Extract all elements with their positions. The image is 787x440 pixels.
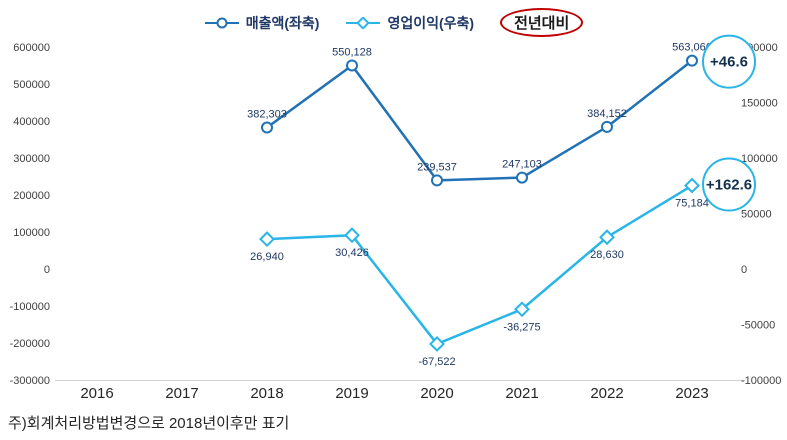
left-axis-tick-label: 0 — [44, 264, 50, 276]
left-axis-tick-label: -200000 — [10, 338, 50, 350]
legend-label-revenue: 매출액(좌축) — [245, 14, 320, 31]
revenue-point-marker — [601, 120, 613, 133]
data-label: 550,128 — [332, 46, 372, 58]
left-axis-tick-label: 200000 — [13, 190, 50, 202]
yoy-annotation-circle — [702, 157, 756, 212]
x-axis-year-label: 2018 — [250, 385, 283, 402]
yoy-annotation-value: +46.6 — [710, 54, 748, 71]
right-axis-tick-label: 0 — [741, 264, 747, 276]
data-label: 75,184 — [675, 198, 709, 210]
legend-label-operating-profit: 영업이익(우축) — [387, 14, 475, 31]
profit-line-diamond-icon — [346, 16, 381, 29]
data-label: 563,066 — [672, 42, 712, 54]
profit-line — [266, 184, 693, 346]
legend-item-operating-profit: 영업이익(우축) — [345, 13, 474, 33]
data-label: 239,537 — [417, 161, 457, 173]
left-axis-tick-label: 100000 — [13, 227, 50, 239]
data-label: -36,275 — [503, 321, 540, 333]
yoy-annotation-value: +162.6 — [706, 177, 752, 194]
profit-point-marker — [684, 177, 700, 194]
legend-item-yoy: 전년대비 — [500, 8, 584, 37]
right-axis-tick-label: 100000 — [741, 153, 778, 165]
x-axis-year-label: 2016 — [80, 385, 113, 402]
data-label: 30,426 — [335, 247, 369, 259]
data-label: -67,522 — [418, 356, 455, 368]
data-label: 384,152 — [587, 108, 627, 120]
revenue-point-marker — [261, 121, 273, 134]
profit-point-marker — [259, 231, 275, 248]
revenue-point-marker — [686, 54, 698, 67]
legend-item-revenue: 매출액(좌축) — [204, 13, 320, 33]
x-axis-year-label: 2020 — [420, 385, 453, 402]
left-axis-tick-label: 500000 — [13, 79, 50, 91]
right-axis-tick-label: 50000 — [741, 209, 772, 221]
x-axis-year-label: 2023 — [675, 385, 708, 402]
x-axis-year-label: 2019 — [335, 385, 368, 402]
right-axis-tick-label: 150000 — [741, 98, 778, 110]
x-axis-year-label: 2021 — [505, 385, 538, 402]
yoy-annotation-circle — [702, 34, 756, 89]
x-axis-year-label: 2017 — [165, 385, 198, 402]
profit-point-marker — [344, 227, 360, 244]
chart-legend: 매출액(좌축) 영업이익(우축) 전년대비 — [0, 8, 787, 37]
right-axis-tick-label: -100000 — [741, 375, 781, 387]
revenue-point-marker — [346, 59, 358, 72]
data-label: 28,630 — [590, 249, 624, 261]
left-axis-tick-label: -100000 — [10, 301, 50, 313]
data-label: 26,940 — [250, 251, 284, 263]
data-label: 247,103 — [502, 159, 542, 171]
left-axis-tick-label: 400000 — [13, 116, 50, 128]
revenue-point-marker — [431, 174, 443, 187]
profit-point-marker — [599, 229, 615, 246]
revenue-line-circle-icon — [204, 17, 239, 28]
data-label: 382,303 — [247, 109, 287, 121]
profit-point-marker — [429, 336, 445, 352]
left-axis-tick-label: -300000 — [10, 375, 50, 387]
x-axis-year-label: 2022 — [590, 385, 623, 402]
chart-footnote: 주)회계처리방법변경으로 2018년이후만 표기 — [8, 415, 290, 432]
left-axis-tick-label: 600000 — [13, 42, 50, 54]
left-axis-tick-label: 300000 — [13, 153, 50, 165]
profit-point-marker — [514, 301, 530, 318]
right-axis-tick-label: -50000 — [741, 320, 775, 332]
yoy-red-ellipse-badge: 전년대비 — [500, 8, 584, 37]
revenue-point-marker — [516, 171, 528, 184]
revenue-line — [266, 59, 693, 182]
